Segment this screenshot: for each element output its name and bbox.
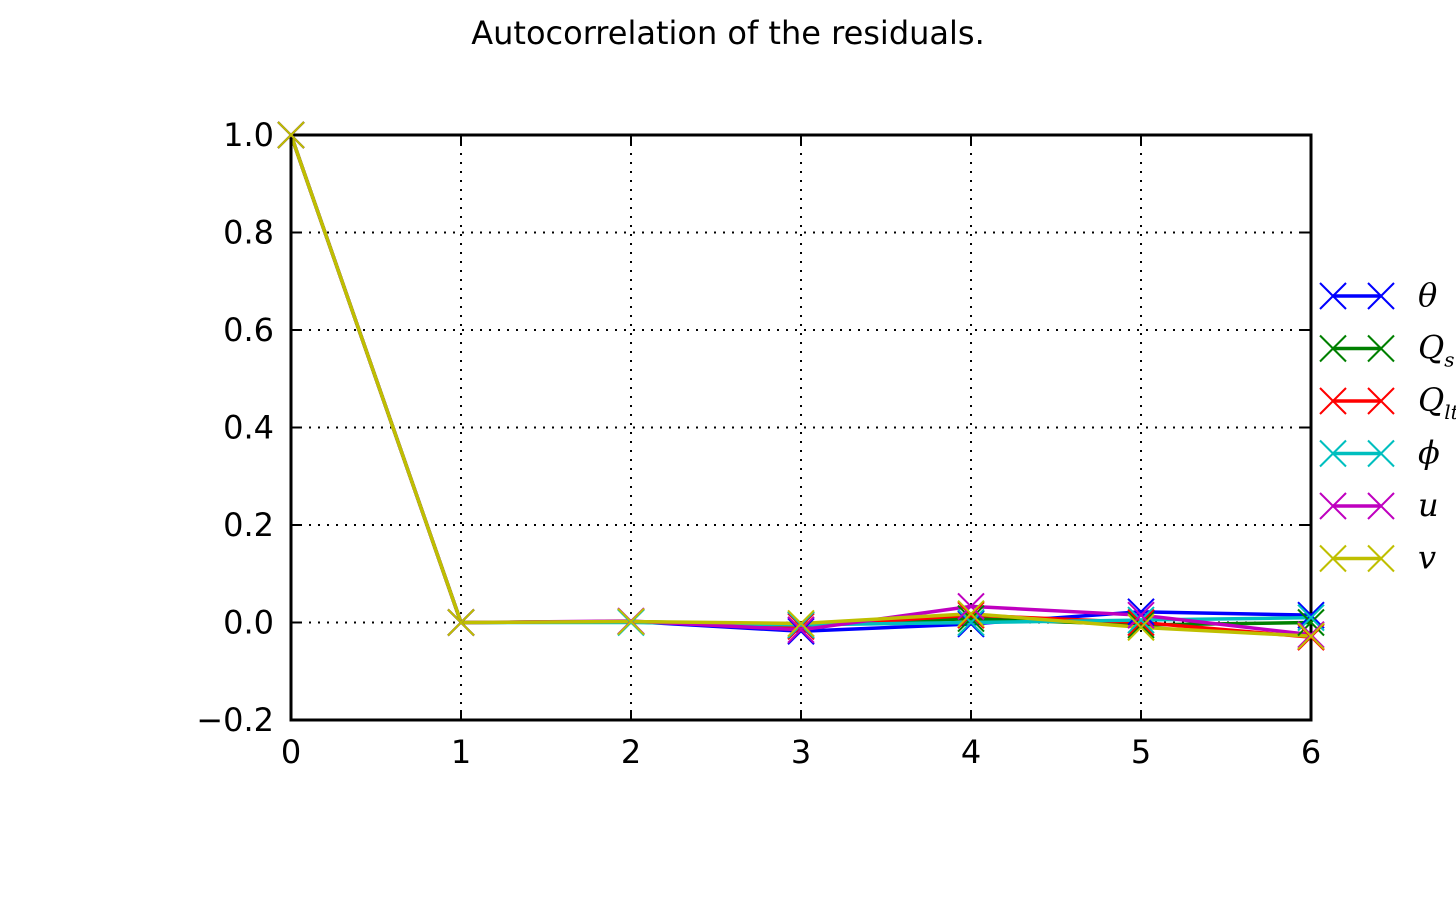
y-tick-label: 1.0 [223,116,274,154]
legend-item-2: Qlt [1319,381,1456,424]
legend-label: θ [1418,276,1437,314]
data-point [1127,613,1155,642]
x-tick-label: 6 [1301,733,1321,771]
data-point [787,612,815,641]
series-line-2 [291,135,1311,639]
data-point [787,617,815,645]
legend-label-name: θ [1418,276,1437,314]
data-point [957,604,985,633]
legend-label-subscript: s [1444,348,1454,372]
legend-label-name: u [1418,486,1439,524]
data-point [787,616,815,644]
legend-label-subscript: lt [1444,400,1456,424]
tick-labels: 0 1 2 3 4 5 6 1.0 0.8 0.6 0.4 0.2 0.0 −0.2 [196,116,1321,771]
x-tick-label: 4 [961,733,981,771]
legend-marker [1319,387,1347,415]
legend-item-4: u [1319,486,1439,524]
y-tick-label: 0.0 [223,604,274,642]
legend-item-3: ϕ [1319,434,1440,472]
legend-label: Qs [1418,329,1455,372]
data-point [787,609,815,638]
y-tick-label: 0.6 [223,311,274,349]
plot-frame [289,133,1313,722]
legend-label: u [1418,486,1439,524]
legend-marker [1319,492,1347,520]
legend-marker [1319,282,1347,310]
data-point [1297,620,1325,649]
x-tick-label: 0 [281,733,301,771]
legend-label-name: Q [1418,329,1444,367]
series-layer [291,135,1311,639]
y-tick-label: −0.2 [196,701,274,739]
legend-label: v [1418,539,1436,577]
series-line-5 [291,135,1311,638]
data-point [1127,601,1155,629]
legend-marker [1367,544,1395,573]
legend-item-5: v [1319,539,1436,577]
legend-marker [1319,439,1347,468]
data-point [957,601,985,629]
markers-layer [277,121,1325,651]
legend-label-name: v [1418,539,1436,577]
legend-marker [1367,387,1395,415]
data-point [957,600,985,628]
data-point [447,608,475,637]
data-point [1127,606,1155,634]
y-tick-label: 0.4 [223,409,274,447]
data-point [1297,608,1325,637]
data-point [617,607,645,636]
data-point [1297,622,1325,650]
legend-marker [1319,334,1347,363]
data-point [1127,608,1155,637]
legend-label: ϕ [1418,434,1440,472]
data-point [1297,601,1325,629]
x-tick-label: 2 [621,733,641,771]
legend-item-1: Qs [1319,329,1455,372]
data-point [1127,611,1155,639]
x-tick-label: 5 [1131,733,1151,771]
data-point [957,592,985,621]
legend: θQsQltϕuv [1319,276,1456,577]
x-tick-label: 3 [791,733,811,771]
data-point [787,611,815,639]
series-line-0 [291,135,1311,634]
data-point [1127,598,1155,626]
chart-title: Autocorrelation of the residuals. [471,14,985,52]
y-tick-label: 0.8 [223,214,274,252]
legend-marker [1367,334,1395,363]
legend-marker [1367,439,1395,468]
data-point [277,121,305,149]
legend-marker [1319,544,1347,573]
legend-marker [1367,282,1395,310]
legend-label-name: ϕ [1418,434,1440,472]
legend-item-0: θ [1319,276,1437,314]
y-tick-label: 0.2 [223,506,274,544]
legend-label-name: Q [1418,381,1444,419]
legend-label: Qlt [1418,381,1456,424]
x-tick-label: 1 [451,733,471,771]
legend-marker [1367,492,1395,520]
